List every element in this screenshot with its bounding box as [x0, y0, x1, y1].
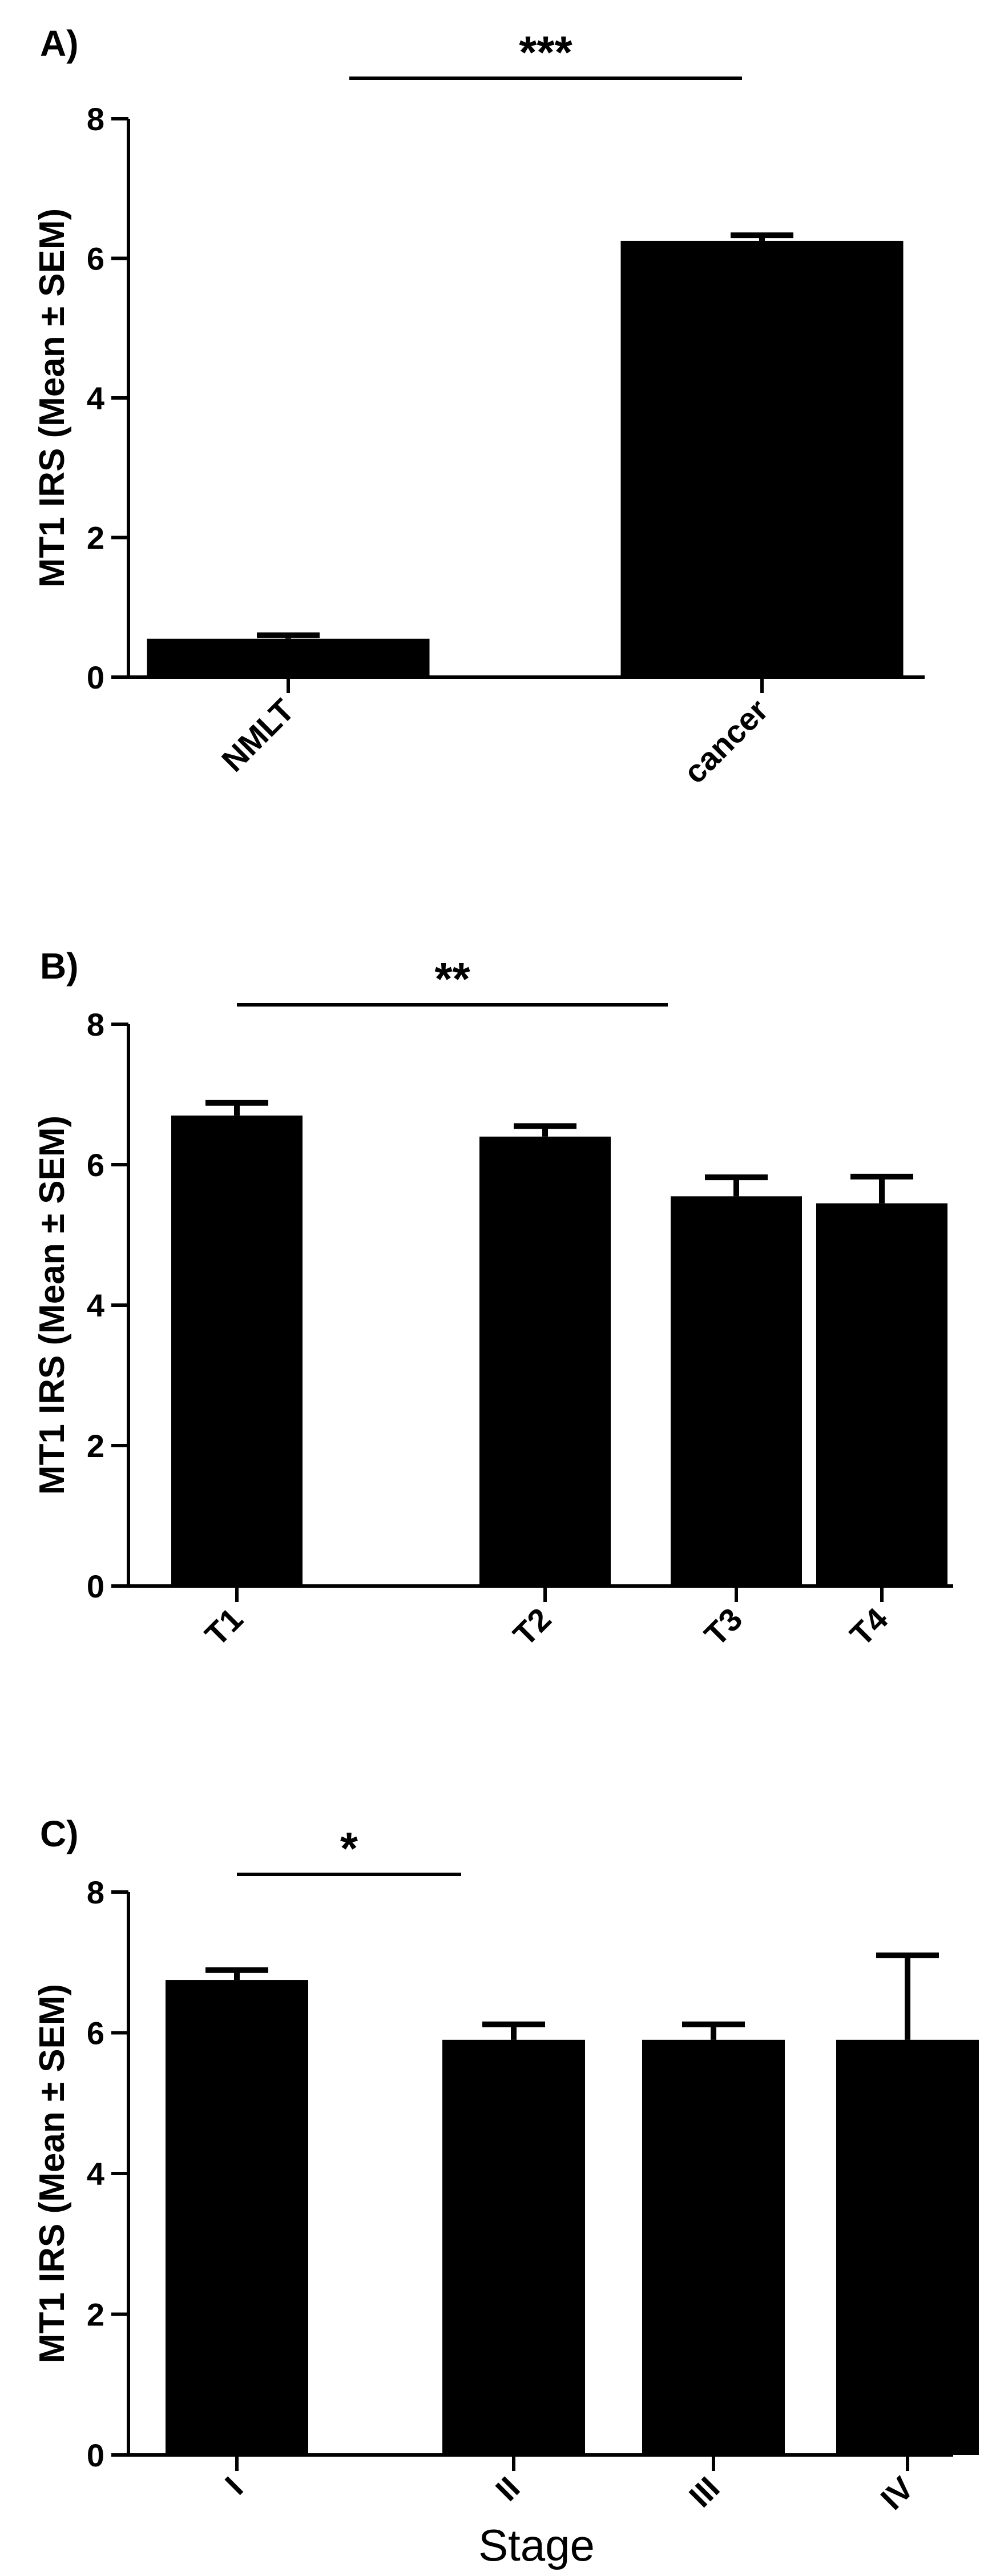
panel-label: A)	[40, 23, 79, 64]
bar-t3	[671, 1196, 802, 1586]
x-tick-label: II	[489, 2470, 527, 2508]
y-tick-label: 6	[87, 2015, 104, 2051]
y-tick-label: 2	[87, 520, 104, 556]
x-tick-label: III	[682, 2470, 727, 2514]
x-tick-label: T3	[697, 1601, 749, 1653]
y-tick-label: 6	[87, 1147, 104, 1183]
x-tick-label: T1	[198, 1601, 250, 1653]
y-tick-label: 4	[87, 2156, 104, 2192]
panel-label: B)	[40, 945, 79, 987]
x-axis-title: Stage	[478, 2520, 595, 2570]
bar-i	[166, 1980, 308, 2455]
panel-label: C)	[40, 1813, 79, 1854]
bar-iv	[836, 2039, 979, 2455]
x-tick-label: NMLT	[215, 692, 301, 779]
y-tick-label: 0	[87, 1568, 104, 1604]
significance-label: ***	[519, 27, 572, 78]
x-tick-label: I	[218, 2470, 250, 2502]
bar-t4	[816, 1203, 947, 1586]
bar-t2	[479, 1136, 611, 1586]
bar-cancer	[620, 240, 904, 677]
y-tick-label: 2	[87, 2297, 104, 2333]
y-tick-label: 2	[87, 1428, 104, 1464]
bar-nmlt	[147, 638, 430, 677]
y-tick-label: 6	[87, 241, 104, 277]
x-tick-label: T2	[506, 1601, 558, 1653]
y-tick-label: 0	[87, 2437, 104, 2473]
y-axis-title: MT1 IRS (Mean ± SEM)	[33, 1984, 72, 2363]
y-tick-label: 4	[87, 1287, 104, 1323]
x-tick-label: IV	[874, 2470, 921, 2517]
y-tick-label: 4	[87, 380, 104, 416]
significance-label: **	[434, 953, 470, 1004]
chart-panel-2: B) 0 2 4 6 8 T1 T2 T3 T4 MT1 IRS (Mean ± SEM) **	[33, 945, 953, 1653]
x-tick-label: T4	[843, 1601, 895, 1653]
bar-iii	[642, 2039, 785, 2455]
chart-panel-1: A) 0 2 4 6 8 NMLT cancer MT1 IRS (Mean ± SEM) ***	[33, 23, 925, 790]
x-tick-label: cancer	[676, 692, 775, 790]
y-axis-title: MT1 IRS (Mean ± SEM)	[33, 208, 72, 587]
y-axis-title: MT1 IRS (Mean ± SEM)	[33, 1116, 72, 1495]
bar-t1	[171, 1115, 303, 1586]
significance-label: *	[340, 1823, 358, 1874]
y-tick-label: 8	[87, 101, 104, 137]
y-tick-label: 8	[87, 1874, 104, 1910]
bar-ii	[442, 2039, 585, 2455]
y-tick-label: 0	[87, 659, 104, 695]
y-tick-label: 8	[87, 1007, 104, 1043]
